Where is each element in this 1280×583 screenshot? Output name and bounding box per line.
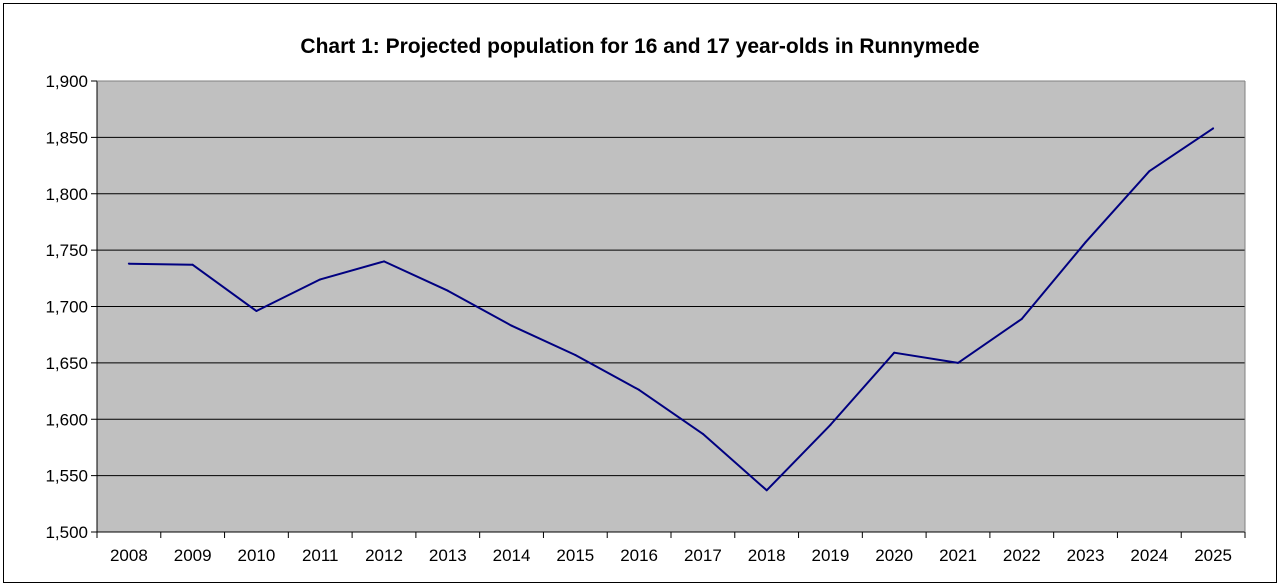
x-tick-label: 2019: [812, 546, 850, 565]
x-tick-label: 2017: [684, 546, 722, 565]
x-tick-label: 2009: [174, 546, 212, 565]
data-point: [1020, 317, 1023, 320]
x-tick-label: 2025: [1194, 546, 1232, 565]
x-tick-label: 2012: [365, 546, 403, 565]
data-point: [893, 351, 896, 354]
data-point: [829, 423, 832, 426]
data-point: [446, 289, 449, 292]
y-tick-label: 1,850: [45, 128, 88, 147]
data-point: [383, 260, 385, 263]
data-point: [1148, 170, 1151, 173]
y-tick-label: 1,650: [45, 354, 88, 373]
data-point: [127, 262, 130, 265]
x-tick-label: 2021: [939, 546, 977, 565]
data-point: [510, 324, 513, 327]
y-tick-label: 1,900: [45, 72, 88, 91]
x-tick-label: 2018: [748, 546, 786, 565]
y-tick-label: 1,500: [45, 523, 88, 542]
y-tick-label: 1,700: [45, 298, 88, 317]
x-tick-label: 2008: [110, 546, 148, 565]
y-tick-label: 1,600: [45, 410, 88, 429]
data-point: [1084, 241, 1087, 244]
x-tick-label: 2016: [620, 546, 658, 565]
data-point: [638, 388, 641, 391]
y-tick-label: 1,800: [45, 185, 88, 204]
x-tick-label: 2015: [556, 546, 594, 565]
chart-title: Chart 1: Projected population for 16 and…: [300, 35, 980, 58]
x-tick-label: 2024: [1130, 546, 1168, 565]
data-point: [957, 361, 959, 364]
x-axis-ticks: 2008 2009 2010 2011 2012 2013 2014 2015 2016 2017…: [96, 532, 1246, 565]
x-tick-label: 2020: [875, 546, 913, 565]
data-point: [1212, 127, 1215, 130]
data-point: [765, 489, 768, 492]
x-tick-label: 2010: [238, 546, 276, 565]
x-tick-label: 2023: [1067, 546, 1105, 565]
series-line: [128, 127, 1214, 492]
x-tick-label: 2022: [1003, 546, 1041, 565]
data-point: [574, 353, 577, 356]
y-axis-ticks: 1,500 1,550 1,600 1,650 1,700 1,750 1,800 1,850…: [45, 72, 97, 542]
x-tick-label: 2013: [429, 546, 467, 565]
series-layer: [127, 127, 1215, 492]
x-tick-label: 2014: [493, 546, 531, 565]
data-point: [701, 432, 704, 435]
y-tick-label: 1,550: [45, 467, 88, 486]
data-point: [319, 278, 322, 281]
x-tick-label: 2011: [302, 546, 339, 565]
y-tick-label: 1,750: [45, 241, 88, 260]
data-point: [255, 310, 258, 313]
data-point: [191, 263, 194, 266]
